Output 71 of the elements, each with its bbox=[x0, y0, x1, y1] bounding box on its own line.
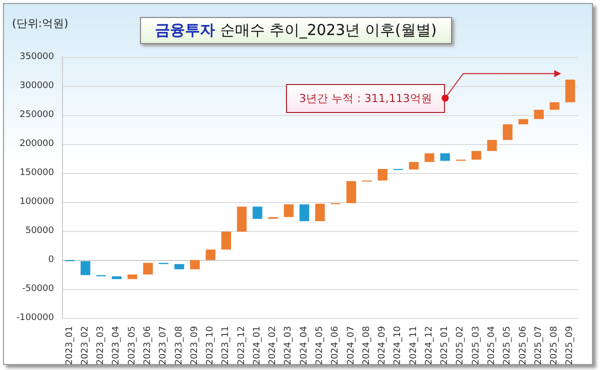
bar bbox=[236, 206, 247, 232]
x-tick-label: 2023_05 bbox=[127, 326, 138, 365]
bar bbox=[300, 204, 310, 222]
x-tick-label: 2024_06 bbox=[330, 326, 341, 365]
bar bbox=[502, 124, 512, 140]
x-tick-label: 2023_11 bbox=[221, 326, 232, 365]
x-tick-label: 2024_12 bbox=[424, 326, 434, 365]
x-tick-label: 2024_03 bbox=[284, 326, 294, 365]
bar bbox=[190, 260, 200, 270]
x-tick-label: 2024_10 bbox=[393, 326, 404, 365]
x-tick-label: 2024_01 bbox=[252, 326, 262, 365]
x-tick-label: 2024_07 bbox=[346, 326, 356, 365]
y-tick-label: 200000 bbox=[20, 139, 54, 149]
x-tick-label: 2023_04 bbox=[112, 326, 122, 365]
x-tick-label: 2025_04 bbox=[487, 326, 497, 365]
y-tick-label: 150000 bbox=[20, 168, 54, 178]
y-tick-label: 300000 bbox=[20, 81, 54, 91]
bar bbox=[346, 181, 356, 204]
bar bbox=[143, 262, 153, 274]
bar bbox=[378, 168, 388, 181]
x-tick-label: 2023_08 bbox=[174, 326, 184, 365]
x-tick-label: 2025_05 bbox=[502, 326, 513, 365]
x-tick-label: 2024_09 bbox=[378, 326, 388, 365]
bar bbox=[206, 250, 216, 260]
y-tick-label: 100000 bbox=[20, 197, 54, 207]
x-tick-label: 2025_09 bbox=[565, 326, 576, 365]
y-tick-label: 350000 bbox=[20, 52, 54, 62]
x-tick-label: 2023_12 bbox=[236, 326, 247, 365]
x-tick-label: 2024_02 bbox=[268, 326, 278, 365]
bar bbox=[315, 204, 325, 222]
bar bbox=[112, 276, 122, 280]
annotation: 3년간 누적 : 311,113억원 bbox=[286, 84, 445, 113]
bar bbox=[550, 102, 560, 110]
x-tick-label: 2023_02 bbox=[80, 326, 90, 365]
x-tick-label: 2025_07 bbox=[534, 326, 544, 365]
x-tick-label: 2023_06 bbox=[143, 326, 153, 365]
bar bbox=[565, 80, 576, 102]
chart-title: 금융투자 순매수 추이_2023년 이후(월별) bbox=[140, 17, 452, 44]
x-tick-label: 2023_01 bbox=[64, 326, 75, 365]
bar bbox=[534, 110, 544, 120]
bar bbox=[284, 204, 294, 218]
y-tick-label: -50000 bbox=[22, 284, 54, 294]
bar bbox=[440, 153, 450, 161]
bar bbox=[472, 150, 482, 160]
x-tick-label: 2025_01 bbox=[440, 326, 450, 365]
x-tick-label: 2025_06 bbox=[518, 326, 528, 365]
bar bbox=[424, 153, 434, 162]
x-tick-label: 2023_10 bbox=[206, 326, 216, 365]
bar bbox=[252, 206, 262, 219]
bar bbox=[80, 261, 90, 276]
bar bbox=[408, 162, 419, 170]
bar bbox=[487, 140, 497, 151]
x-tick-label: 2024_04 bbox=[299, 326, 310, 365]
text: (단위:억원) bbox=[12, 16, 68, 31]
bar bbox=[221, 232, 232, 250]
x-tick-label: 2023_07 bbox=[158, 326, 169, 365]
bar bbox=[518, 119, 528, 124]
y-tick-label: 0 bbox=[48, 255, 54, 265]
y-tick-label: -100000 bbox=[16, 313, 54, 323]
x-tick-label: 2025_02 bbox=[456, 326, 466, 365]
x-tick-label: 2025_03 bbox=[471, 326, 482, 365]
y-tick-label: 250000 bbox=[20, 110, 54, 120]
x-tick-label: 2024_11 bbox=[408, 326, 419, 365]
bar bbox=[128, 274, 138, 280]
x-tick-label: 2025_08 bbox=[550, 326, 560, 365]
bar bbox=[174, 264, 184, 270]
y-tick-label: 50000 bbox=[25, 226, 54, 236]
x-tick-label: 2024_05 bbox=[315, 326, 325, 365]
x-tick-label: 2023_03 bbox=[96, 326, 106, 365]
x-tick-label: 2023_09 bbox=[190, 326, 200, 365]
x-tick-label: 2024_08 bbox=[362, 326, 372, 365]
